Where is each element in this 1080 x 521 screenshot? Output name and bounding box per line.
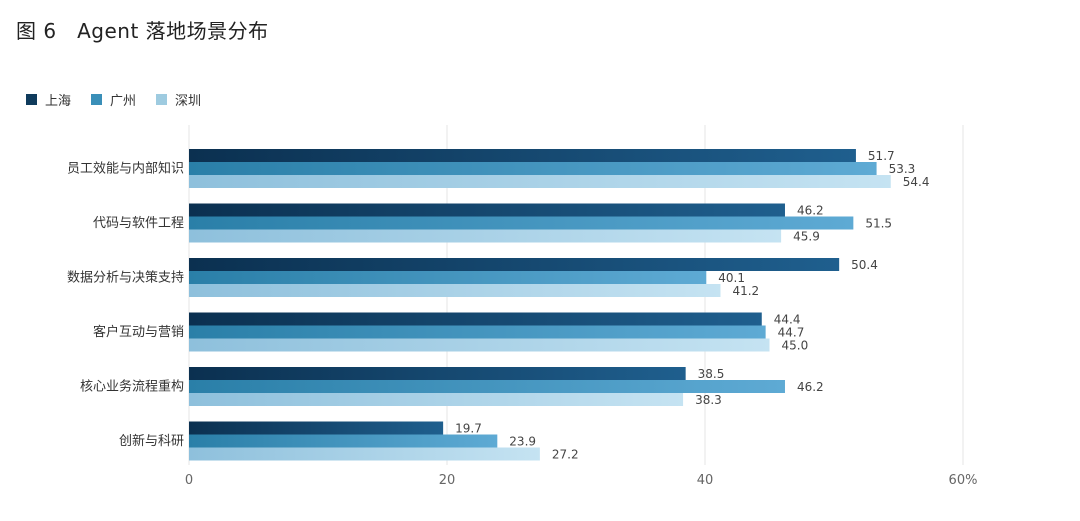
bars: 51.753.354.4 46.2 51.5 45.9 50.4 40.141.2 44.4…	[189, 149, 929, 462]
bar-value-label: 54.4	[903, 175, 930, 189]
bar	[189, 229, 782, 243]
legend-item-guangzhou: 广州	[91, 90, 136, 109]
category-label: 创新与科研	[119, 433, 184, 449]
legend-swatch-shanghai	[26, 94, 37, 105]
bar-value-label: 50.4	[851, 258, 878, 272]
bar	[189, 216, 854, 230]
x-tick-label: 20	[439, 473, 456, 488]
bar-value-label: 40.1	[718, 271, 745, 285]
legend-item-shanghai: 上海	[26, 90, 71, 109]
bar-value-label: 46.2	[797, 380, 824, 394]
bar	[189, 447, 540, 461]
legend-item-shenzhen: 深圳	[156, 90, 201, 109]
category-label: 客户互动与营销	[93, 324, 184, 340]
legend-swatch-shenzhen	[156, 94, 168, 105]
x-tick-label: 40	[697, 473, 714, 488]
bar-value-label: 19.7	[455, 422, 482, 436]
bar	[189, 325, 766, 339]
legend-label-guangzhou: 广州	[110, 94, 137, 109]
bar	[189, 380, 785, 393]
bar-value-label: 38.5	[698, 367, 725, 381]
bar-value-label: 38.3	[695, 393, 722, 407]
bar	[189, 434, 498, 448]
bar-value-label: 46.2	[797, 204, 824, 218]
category-label: 数据分析与决策支持	[67, 270, 184, 286]
legend-label-shenzhen: 深圳	[175, 94, 202, 109]
bar	[189, 271, 707, 284]
category-labels: 员工效能与内部知识代码与软件工程数据分析与决策支持客户互动与营销核心业务流程重构…	[67, 161, 184, 450]
bar	[189, 367, 686, 380]
bar	[189, 312, 762, 326]
legend: 上海 广州 深圳	[26, 90, 201, 109]
bar-value-label: 45.0	[782, 339, 809, 353]
bar-value-label: 44.4	[774, 313, 801, 327]
category-label: 核心业务流程重构	[80, 379, 184, 395]
bar	[189, 338, 770, 352]
category-label: 员工效能与内部知识	[67, 161, 184, 177]
bar-value-label: 27.2	[552, 448, 579, 462]
bar-value-label: 51.5	[865, 217, 892, 231]
category-label: 代码与软件工程	[93, 216, 184, 231]
bar-value-label: 45.9	[793, 230, 820, 244]
bar	[189, 258, 840, 271]
bar	[189, 203, 785, 217]
bar	[189, 162, 877, 175]
x-tick-label: 60%	[949, 473, 978, 488]
bar-value-label: 44.7	[778, 326, 805, 340]
bar-value-label: 51.7	[868, 149, 895, 163]
legend-swatch-guangzhou	[91, 94, 103, 105]
chart-title: 图 6 Agent 落地场景分布	[16, 19, 269, 43]
bar	[189, 149, 856, 162]
bar-value-label: 53.3	[889, 162, 916, 176]
legend-label-shanghai: 上海	[45, 94, 72, 109]
bar-value-label: 41.2	[732, 284, 759, 298]
bar	[189, 175, 891, 188]
bar-value-label: 23.9	[509, 435, 536, 449]
bar	[189, 421, 444, 435]
bar	[189, 284, 721, 297]
bar	[189, 393, 684, 406]
tick-labels: 0 20 40 60%	[185, 473, 978, 488]
x-tick-label: 0	[185, 473, 193, 488]
